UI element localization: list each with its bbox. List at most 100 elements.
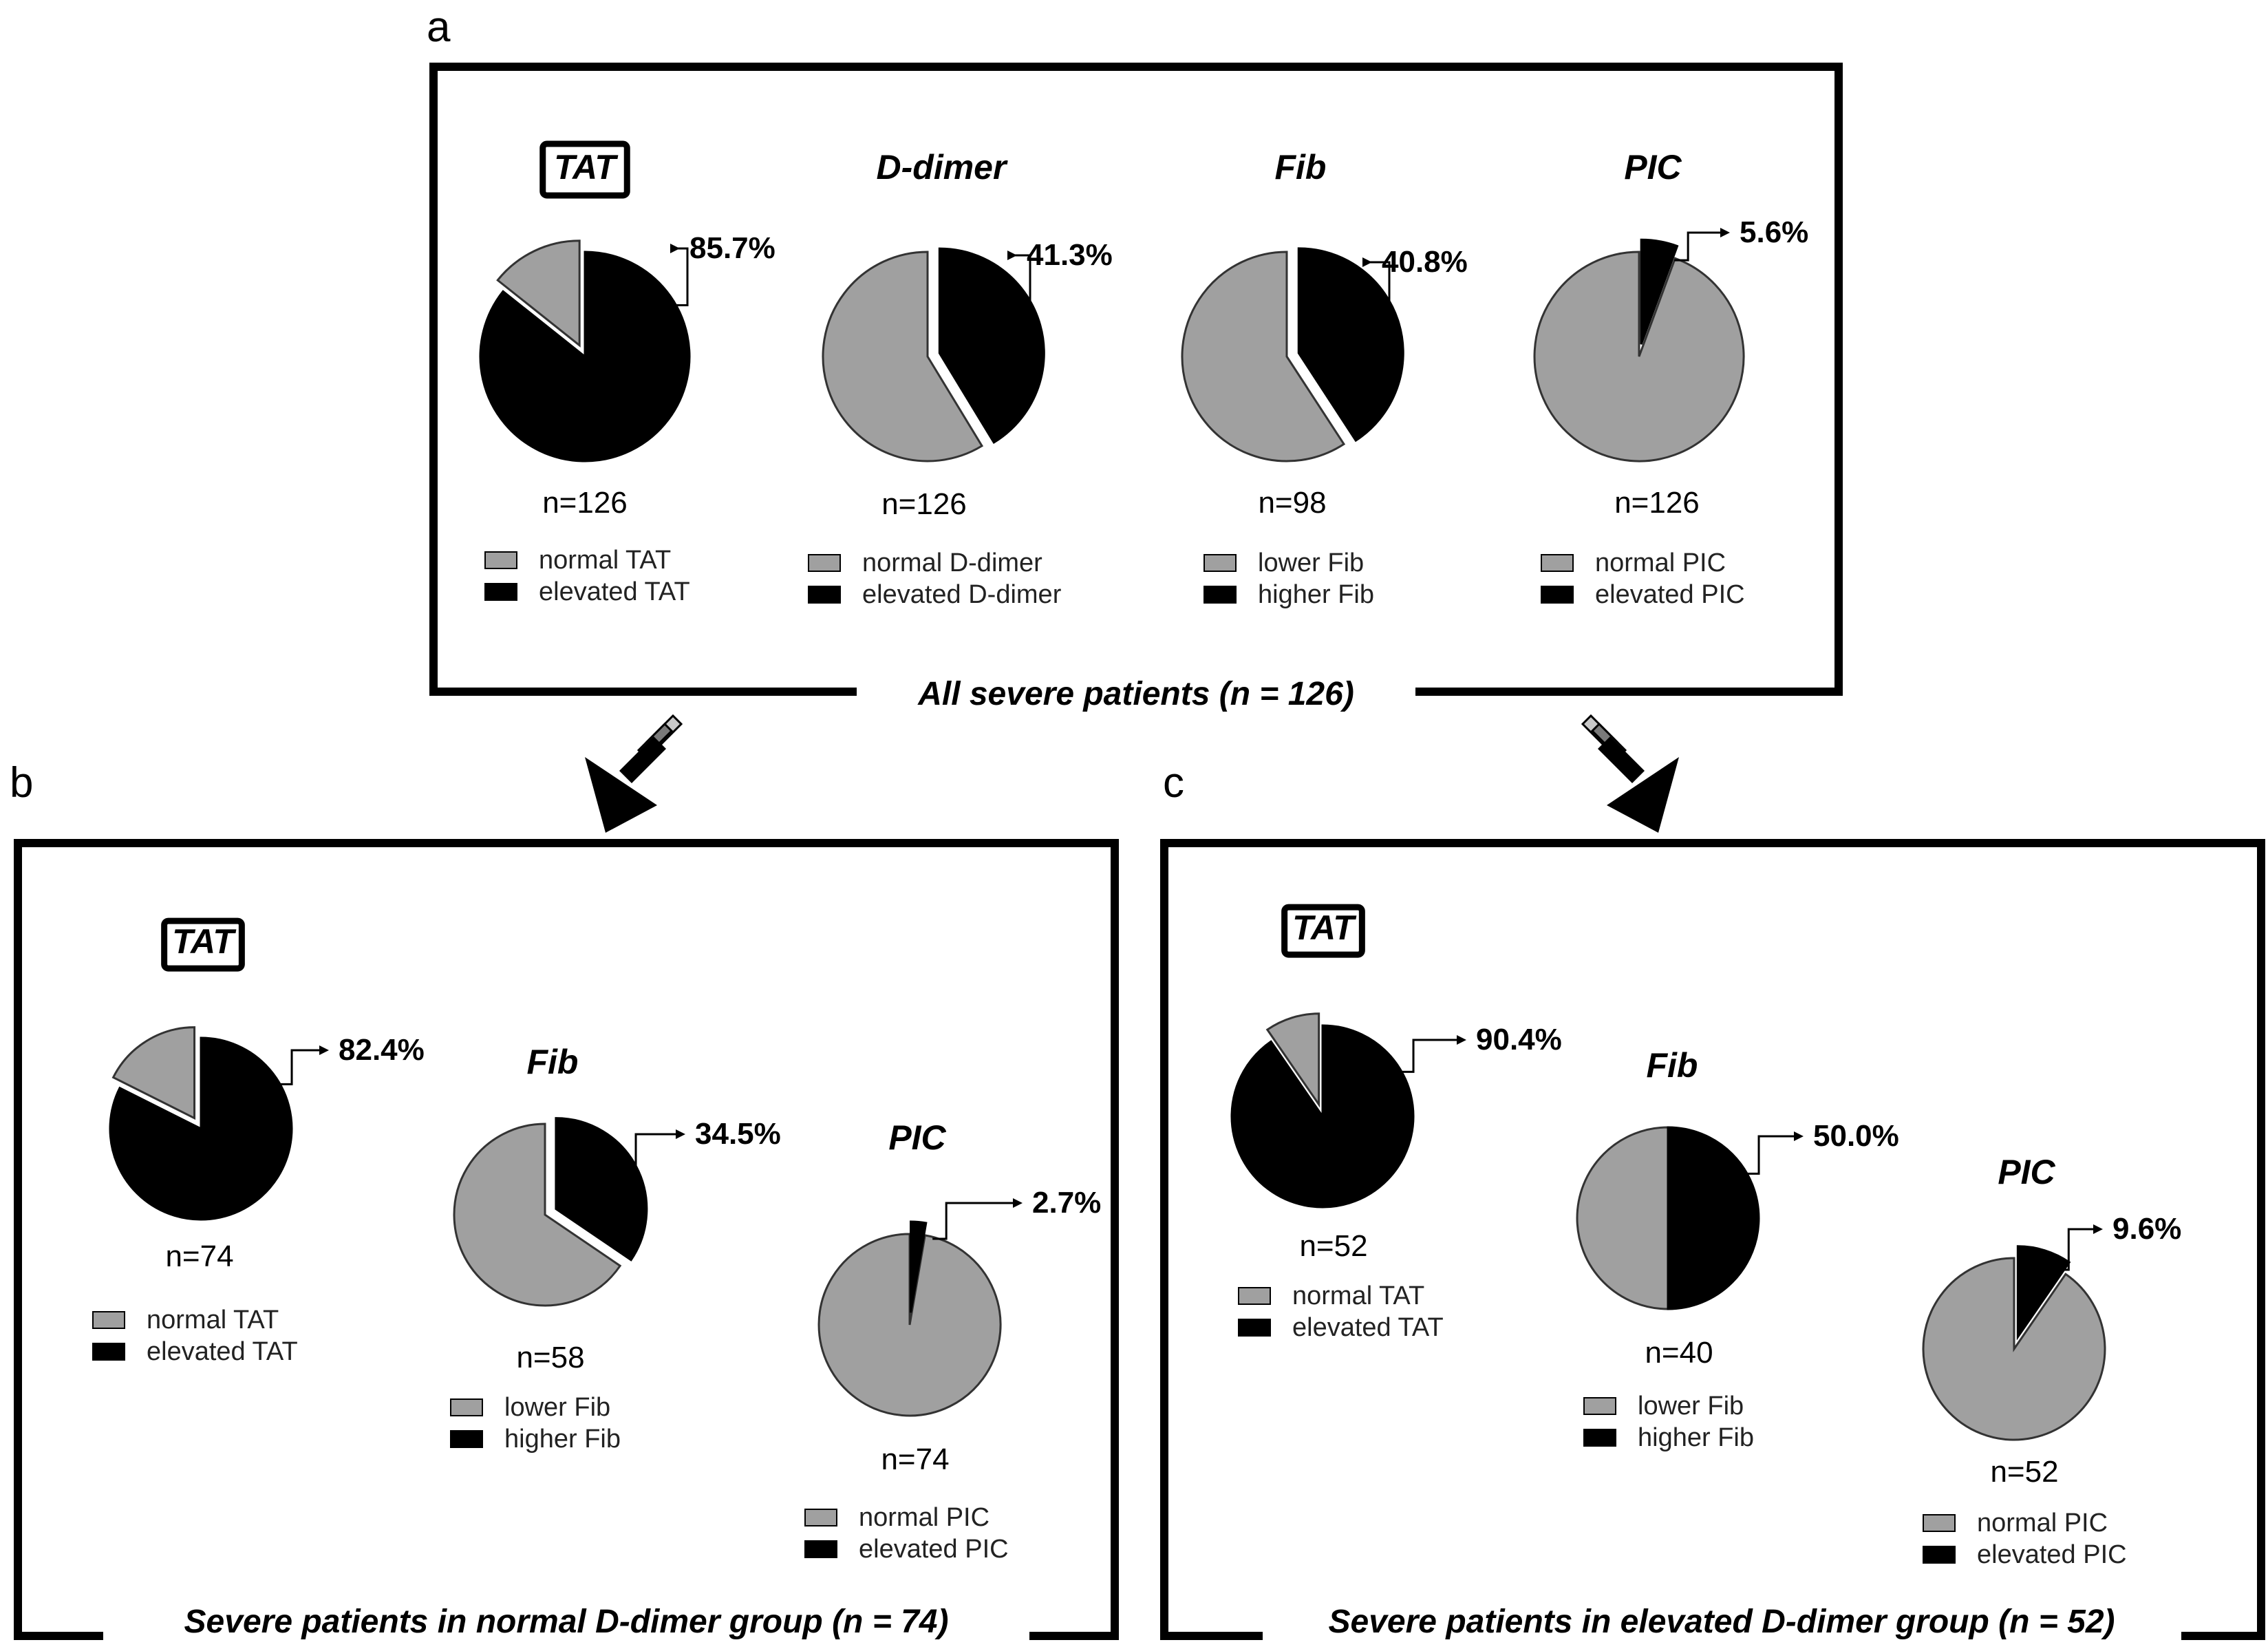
n-label: n=74 xyxy=(881,1443,949,1476)
legend-label: normal D-dimer xyxy=(862,549,1042,577)
legend-swatch-normal xyxy=(804,1509,837,1526)
legend-swatch-elevated xyxy=(1541,586,1574,604)
leader-line xyxy=(278,1049,323,1085)
slice-elevated xyxy=(109,1036,293,1221)
slice-elevated xyxy=(1667,1126,1760,1310)
slice-normal xyxy=(817,1233,1002,1417)
slice-normal xyxy=(1265,1012,1320,1108)
n-label: n=52 xyxy=(1990,1455,2058,1489)
chart-title: PIC xyxy=(1624,148,1682,187)
slice-elevated xyxy=(1230,1024,1415,1209)
legend-swatch-normal xyxy=(484,551,517,569)
legend-swatch-normal xyxy=(808,554,841,572)
leader-line xyxy=(932,1202,1017,1240)
legend-label: normal TAT xyxy=(147,1306,279,1334)
pie-chart-b-fib: Fib 34.5% n=58 lower Fib higher Fib xyxy=(450,1043,781,1454)
caption-a: All severe patients (n = 126) xyxy=(917,676,1354,712)
chart-title: PIC xyxy=(888,1118,946,1157)
legend-label: normal TAT xyxy=(1292,1281,1424,1310)
caption-c-bg xyxy=(1263,1614,2181,1649)
leader-line xyxy=(1367,261,1391,307)
legend-label: elevated PIC xyxy=(859,1535,1009,1564)
legend-swatch-elevated xyxy=(484,583,517,601)
n-label: n=98 xyxy=(1258,486,1326,520)
leader-line xyxy=(1012,254,1031,307)
legend-swatch-elevated xyxy=(808,586,841,604)
slice-elevated xyxy=(1297,247,1404,443)
n-label: n=126 xyxy=(881,487,967,521)
legend-swatch-normal xyxy=(92,1311,125,1329)
pie-chart-a-fib: Fib 40.8% n=98 lower Fib higher Fib xyxy=(1181,148,1468,609)
leader-arrowhead-icon xyxy=(1457,1035,1466,1045)
pie-chart-a-d-dimer: D-dimer 41.3% n=126 normal D-dimer elevated … xyxy=(808,148,1113,609)
percent-label: 2.7% xyxy=(1032,1186,1101,1220)
legend-swatch-elevated xyxy=(1238,1319,1271,1337)
n-label: n=40 xyxy=(1645,1336,1713,1370)
legend-swatch-normal xyxy=(1923,1514,1956,1532)
caption-b-bg xyxy=(103,1614,1029,1649)
slice-normal xyxy=(453,1123,622,1307)
chart-title: TAT xyxy=(172,922,237,961)
legend-label: elevated TAT xyxy=(539,577,690,606)
chart-title: PIC xyxy=(1998,1153,2055,1191)
legend-swatch-normal xyxy=(1203,554,1237,572)
caption-b: Severe patients in normal D-dimer group … xyxy=(184,1604,949,1640)
slice-normal xyxy=(1533,251,1745,462)
legend-label: lower Fib xyxy=(504,1393,610,1422)
leader-arrowhead-icon xyxy=(676,1129,685,1139)
percent-label: 85.7% xyxy=(689,231,775,265)
panel-label-a: a xyxy=(427,3,451,51)
slice-normal xyxy=(1576,1126,1669,1310)
leader-line xyxy=(1745,1135,1798,1175)
legend-label: normal TAT xyxy=(539,546,671,575)
legend-swatch-elevated xyxy=(1923,1546,1956,1564)
pie-chart-b-pic: PIC 2.7% n=74 normal PIC elevated PIC xyxy=(804,1118,1101,1564)
pie-chart-c-tat: TAT 90.4% n=52 normal TAT elevated TAT xyxy=(1230,904,1562,1342)
title-box xyxy=(1281,904,1365,958)
percent-label: 50.0% xyxy=(1813,1119,1899,1153)
pie-chart-b-tat: TAT 82.4% n=74 normal TAT elevated TAT xyxy=(92,917,425,1366)
percent-label: 34.5% xyxy=(695,1117,781,1151)
legend-label: higher Fib xyxy=(504,1425,621,1454)
legend-label: lower Fib xyxy=(1638,1392,1744,1421)
legend-swatch-normal xyxy=(1541,554,1574,572)
title-box xyxy=(539,140,630,199)
legend-swatch-elevated xyxy=(92,1343,125,1361)
legend-label: normal PIC xyxy=(1595,549,1726,577)
n-label: n=58 xyxy=(516,1341,584,1374)
legend-swatch-elevated xyxy=(1583,1429,1616,1447)
legend-label: elevated PIC xyxy=(1977,1540,2127,1569)
chart-title: Fib xyxy=(1647,1046,1698,1085)
arrow-to-c-icon xyxy=(1581,714,1679,833)
n-label: n=74 xyxy=(165,1240,233,1273)
slice-normal xyxy=(822,251,984,462)
chart-title: TAT xyxy=(554,148,619,187)
legend-swatch-elevated xyxy=(1203,586,1237,604)
percent-label: 41.3% xyxy=(1027,238,1113,272)
legend-label: normal PIC xyxy=(859,1503,989,1532)
legend-label: elevated PIC xyxy=(1595,580,1745,609)
n-label: n=126 xyxy=(1614,486,1700,520)
pie-chart-a-pic: PIC 5.6% n=126 normal PIC elevated PIC xyxy=(1533,148,1808,609)
slice-elevated xyxy=(479,251,691,462)
chart-title: D-dimer xyxy=(877,148,1008,187)
n-label: n=52 xyxy=(1299,1229,1367,1263)
caption-c: Severe patients in elevated D-dimer grou… xyxy=(1329,1604,2115,1640)
panel-label-b: b xyxy=(10,759,33,807)
leader-line xyxy=(674,247,689,307)
legend-label: elevated TAT xyxy=(1292,1313,1444,1342)
leader-line xyxy=(2055,1228,2097,1271)
legend-label: normal PIC xyxy=(1977,1509,2108,1538)
slice-elevated xyxy=(938,247,1045,445)
chart-title: Fib xyxy=(1275,148,1327,187)
chart-title: Fib xyxy=(527,1043,579,1081)
legend-swatch-normal xyxy=(450,1398,483,1416)
leader-line xyxy=(1400,1039,1461,1073)
caption-a-bg xyxy=(857,671,1415,715)
slice-normal xyxy=(496,240,581,348)
